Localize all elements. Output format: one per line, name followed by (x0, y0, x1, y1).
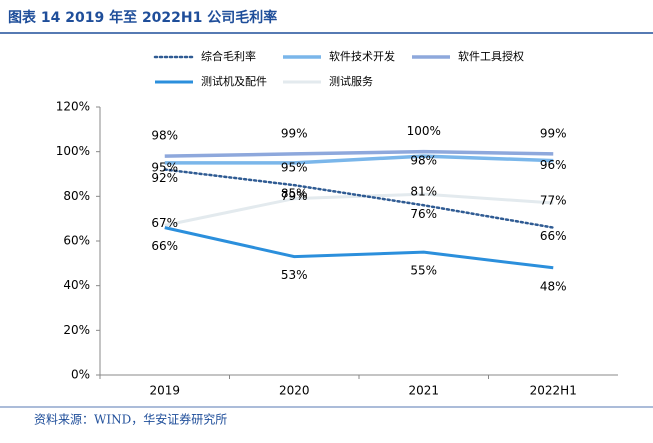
series-line (164, 149, 554, 158)
x-tick-label: 2019 (149, 384, 180, 398)
source: 资料来源：WIND，华安证券研究所 (34, 412, 227, 427)
legend-label: 测试机及配件 (201, 74, 267, 88)
y-tick-label: 20% (63, 323, 90, 337)
y-tick-label: 60% (63, 234, 90, 248)
y-tick-label: 0% (71, 368, 90, 382)
x-tick-label: 2021 (408, 384, 439, 398)
x-tick-label: 2020 (279, 384, 310, 398)
data-label: 67% (151, 216, 178, 230)
y-tick-label: 100% (56, 144, 90, 158)
series-line (164, 192, 554, 227)
legend-label: 测试服务 (329, 75, 373, 88)
data-label: 85% (281, 187, 308, 201)
data-label: 95% (281, 160, 308, 174)
y-tick-label: 80% (63, 189, 90, 203)
series-line (163, 168, 555, 229)
legend-label: 软件工具授权 (458, 49, 524, 63)
series-line (164, 154, 554, 165)
y-tick-label: 120% (56, 100, 90, 114)
data-label: 77% (540, 194, 567, 208)
data-label: 98% (151, 129, 178, 143)
legend-label: 综合毛利率 (201, 49, 256, 63)
data-label: 99% (281, 126, 308, 140)
data-label: 66% (151, 239, 178, 253)
data-label: 48% (540, 279, 567, 293)
x-tick-label: 2022H1 (530, 384, 577, 398)
data-label: 55% (410, 264, 437, 278)
data-label: 95% (151, 160, 178, 174)
data-label: 81% (410, 185, 437, 199)
data-label: 76% (410, 207, 437, 221)
data-label: 53% (281, 268, 308, 282)
y-tick-label: 40% (63, 278, 90, 292)
chart-title: 图表 14 2019 年至 2022H1 公司毛利率 (8, 9, 277, 26)
series-line (164, 226, 554, 270)
data-label: 96% (540, 158, 567, 172)
legend-label: 软件技术开发 (329, 49, 395, 63)
data-label: 66% (540, 229, 567, 243)
data-label: 98% (410, 154, 437, 168)
data-label: 100% (407, 124, 441, 138)
data-label: 99% (540, 126, 567, 140)
data-label: 79% (281, 189, 308, 203)
data-label: 92% (151, 171, 178, 185)
